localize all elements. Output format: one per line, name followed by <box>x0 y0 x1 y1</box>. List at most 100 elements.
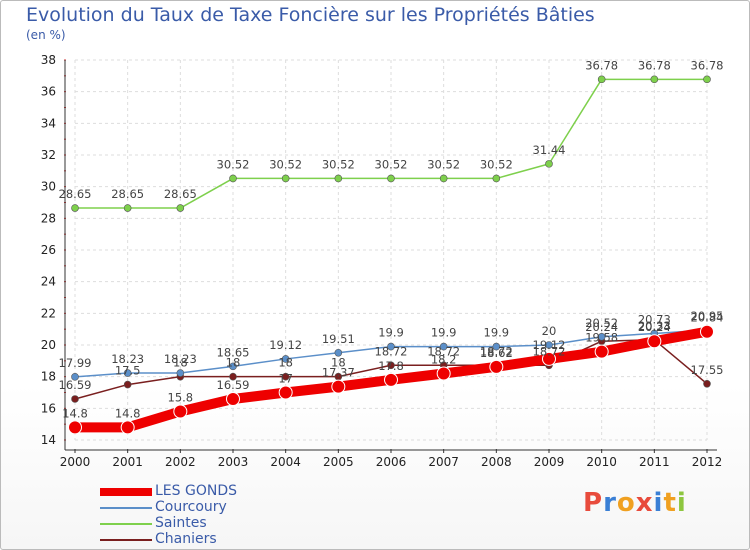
data-point-chaniers <box>387 361 395 370</box>
data-point-courcoury <box>492 342 501 351</box>
legend-label: Courcoury <box>155 499 227 515</box>
data-label-courcoury: 18.65 <box>217 345 250 359</box>
logo-letter: i <box>676 488 687 518</box>
logo-letter: P <box>583 488 604 518</box>
data-point-courcoury <box>334 348 343 357</box>
y-tick-label: 16 <box>41 401 56 415</box>
data-label-les-gonds: 14.8 <box>62 406 88 420</box>
x-tick-label: 2012 <box>692 455 723 469</box>
legend-label: LES GONDS <box>155 483 237 499</box>
data-label-chaniers: 20.24 <box>585 320 618 334</box>
data-label-courcoury: 18.23 <box>164 352 197 366</box>
data-label-courcoury: 20.95 <box>691 309 724 323</box>
data-label-courcoury: 19.12 <box>269 338 302 352</box>
data-label-chaniers: 18.72 <box>427 344 460 358</box>
data-label-chaniers: 17.5 <box>115 364 141 378</box>
data-label-courcoury: 19.51 <box>322 332 355 346</box>
data-label-chaniers: 18.72 <box>480 344 513 358</box>
y-tick-label: 24 <box>41 275 56 289</box>
data-label-saintes: 30.52 <box>217 157 250 171</box>
data-label-saintes: 28.65 <box>111 187 144 201</box>
data-point-courcoury <box>71 373 79 381</box>
data-label-les-gonds: 18.62 <box>480 346 513 360</box>
x-tick-label: 2001 <box>112 455 143 469</box>
data-label-les-gonds: 14.8 <box>115 406 141 420</box>
data-point-courcoury <box>597 332 606 341</box>
y-tick-label: 26 <box>41 243 56 257</box>
y-tick-label: 18 <box>41 370 56 384</box>
y-tick-label: 14 <box>41 433 56 447</box>
data-label-les-gonds: 17.8 <box>378 359 404 373</box>
x-tick-label: 2000 <box>60 455 91 469</box>
data-point-saintes <box>597 75 606 84</box>
data-point-courcoury <box>387 342 395 351</box>
data-point-les-gonds <box>436 366 451 381</box>
data-label-saintes: 28.65 <box>59 187 92 201</box>
y-tick-label: 34 <box>41 116 56 130</box>
logo-letter: x <box>635 488 654 518</box>
data-label-les-gonds: 18.2 <box>431 353 457 367</box>
data-label-saintes: 30.52 <box>269 157 302 171</box>
legend-label: Chaniers <box>155 531 217 547</box>
x-tick-label: 2003 <box>218 455 249 469</box>
y-tick-label: 36 <box>41 85 56 99</box>
data-label-chaniers: 18 <box>226 356 241 370</box>
y-tick-label: 30 <box>41 180 56 194</box>
data-point-chaniers <box>71 395 79 403</box>
y-tick-label: 22 <box>41 306 56 320</box>
legend-swatch <box>100 523 152 525</box>
data-point-les-gonds <box>700 324 714 339</box>
data-label-saintes: 28.65 <box>164 187 197 201</box>
data-point-les-gonds <box>331 379 346 394</box>
chart-title: Evolution du Taux de Taxe Foncière sur l… <box>26 4 595 26</box>
data-point-courcoury <box>123 369 132 377</box>
data-label-chaniers: 16.59 <box>59 378 92 392</box>
data-point-saintes <box>334 174 343 183</box>
y-tick-label: 32 <box>41 148 56 162</box>
data-label-chaniers: 18.72 <box>533 344 566 358</box>
data-point-saintes <box>439 174 448 183</box>
data-label-chaniers: 20.33 <box>638 319 671 333</box>
x-tick-label: 2006 <box>376 455 407 469</box>
data-label-les-gonds: 20.84 <box>691 311 724 325</box>
data-label-chaniers: 17.55 <box>691 363 724 377</box>
data-point-saintes <box>123 204 132 212</box>
data-label-saintes: 31.44 <box>533 143 566 157</box>
data-point-courcoury <box>281 355 290 363</box>
x-tick-label: 2011 <box>639 455 670 469</box>
y-tick-label: 38 <box>41 53 56 67</box>
data-point-chaniers <box>703 379 711 388</box>
data-point-saintes <box>281 174 290 183</box>
data-label-les-gonds: 20.24 <box>638 320 671 334</box>
x-tick-label: 2008 <box>481 455 512 469</box>
data-point-les-gonds <box>384 372 398 387</box>
data-point-chaniers <box>123 380 132 389</box>
data-point-les-gonds <box>226 391 240 406</box>
data-point-chaniers <box>281 372 290 381</box>
data-label-saintes: 36.78 <box>585 58 618 72</box>
data-point-les-gonds <box>68 420 82 435</box>
data-point-les-gonds <box>594 344 609 359</box>
data-label-courcoury: 20 <box>542 324 557 338</box>
data-point-saintes <box>229 174 237 183</box>
x-tick-label: 2005 <box>323 455 354 469</box>
legend-swatch <box>100 539 152 541</box>
data-point-saintes <box>71 204 79 212</box>
data-label-les-gonds: 16.59 <box>217 378 250 392</box>
data-label-les-gonds: 19.12 <box>533 338 566 352</box>
data-label-chaniers: 18 <box>331 356 346 370</box>
data-label-chaniers: 18 <box>278 356 293 370</box>
data-label-courcoury: 17.99 <box>59 356 92 370</box>
data-label-les-gonds: 19.58 <box>585 331 618 345</box>
x-tick-label: 2004 <box>270 455 301 469</box>
data-label-chaniers: 18.72 <box>375 344 408 358</box>
data-point-saintes <box>650 75 659 84</box>
data-point-les-gonds <box>647 334 662 349</box>
data-label-saintes: 36.78 <box>638 58 671 72</box>
data-point-les-gonds <box>173 404 188 419</box>
x-tick-label: 2002 <box>165 455 196 469</box>
data-label-courcoury: 20.73 <box>638 312 671 326</box>
data-label-les-gonds: 17.37 <box>322 366 355 380</box>
data-point-les-gonds <box>120 420 135 435</box>
